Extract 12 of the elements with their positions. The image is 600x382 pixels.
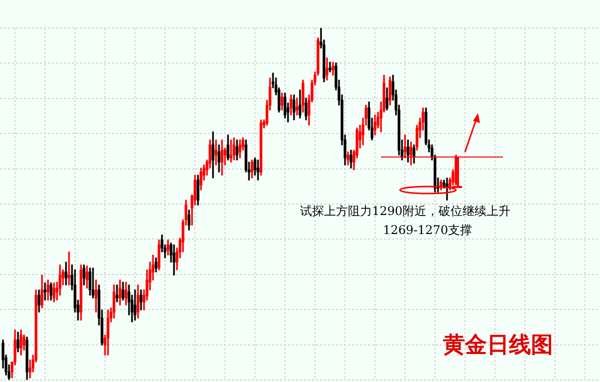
- text: 黄金日线图: [443, 331, 553, 360]
- candlestick: [296, 98, 298, 116]
- candlestick: [44, 282, 46, 300]
- candlestick: [92, 268, 94, 298]
- candlestick: [214, 140, 218, 166]
- candlestick: [230, 140, 232, 162]
- annotation: 试探上方阻力1290附近，破位继续上升: [300, 203, 511, 220]
- candlestick: [116, 284, 118, 302]
- candlestick: [68, 252, 70, 286]
- annotation: 1269-1270支撑: [383, 222, 472, 239]
- candlestick: [256, 160, 260, 180]
- candlestick: [328, 62, 332, 72]
